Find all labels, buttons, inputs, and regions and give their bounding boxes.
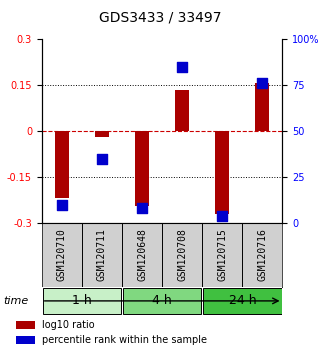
Text: GSM120716: GSM120716 — [257, 228, 267, 281]
FancyBboxPatch shape — [203, 288, 282, 314]
Bar — [16, 321, 35, 329]
Bar — [16, 336, 35, 344]
Text: GSM120711: GSM120711 — [97, 228, 107, 281]
FancyBboxPatch shape — [42, 288, 121, 314]
Bar — [175, 90, 189, 131]
Text: GSM120708: GSM120708 — [177, 228, 187, 281]
Text: GSM120710: GSM120710 — [57, 228, 67, 281]
Bar — [256, 84, 269, 131]
Text: GDS3433 / 33497: GDS3433 / 33497 — [99, 11, 222, 25]
Point — [180, 64, 185, 69]
Point — [220, 213, 225, 218]
Point — [260, 80, 265, 86]
Text: percentile rank within the sample: percentile rank within the sample — [42, 335, 207, 346]
Text: 1 h: 1 h — [72, 295, 92, 307]
FancyBboxPatch shape — [123, 288, 202, 314]
Text: 4 h: 4 h — [152, 295, 172, 307]
Bar — [95, 131, 109, 137]
Bar — [55, 131, 69, 199]
Text: GSM120648: GSM120648 — [137, 228, 147, 281]
Text: log10 ratio: log10 ratio — [42, 320, 94, 330]
Text: GSM120715: GSM120715 — [217, 228, 227, 281]
Text: 24 h: 24 h — [229, 295, 256, 307]
Point — [59, 202, 64, 207]
Text: time: time — [3, 296, 29, 306]
Point — [100, 156, 105, 161]
Bar — [135, 131, 149, 206]
Point — [140, 205, 145, 211]
Bar — [215, 131, 229, 214]
